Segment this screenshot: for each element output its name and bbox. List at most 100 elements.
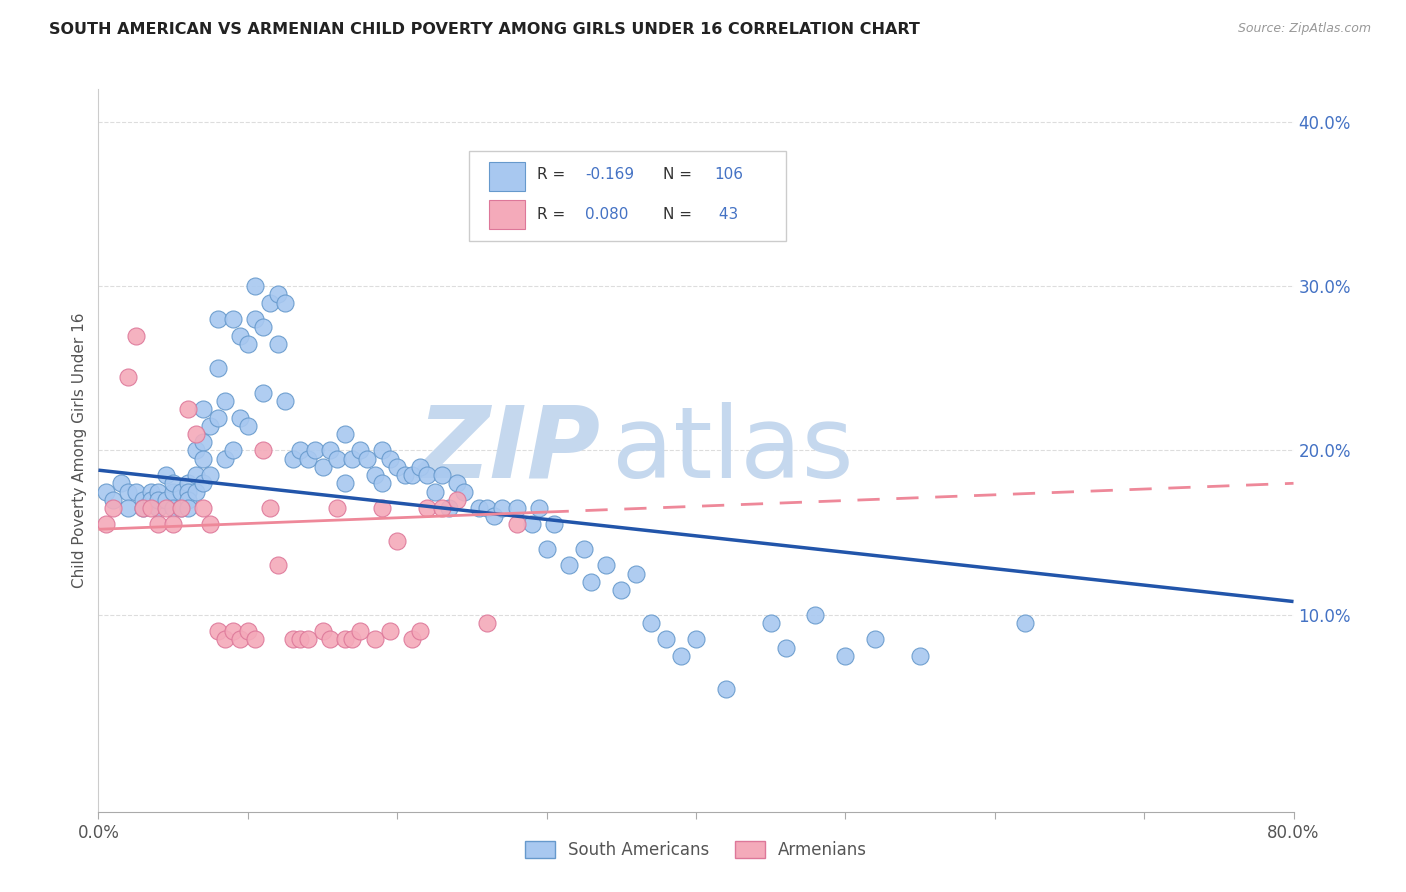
Text: N =: N = xyxy=(662,167,696,182)
Point xyxy=(453,484,475,499)
Point xyxy=(200,468,222,483)
Point xyxy=(222,443,245,458)
Point xyxy=(184,484,207,499)
Text: R =: R = xyxy=(537,207,571,221)
Point xyxy=(177,476,200,491)
Point xyxy=(371,500,394,515)
Point xyxy=(236,624,259,639)
Text: 43: 43 xyxy=(714,207,738,221)
Point xyxy=(177,492,200,507)
Point xyxy=(132,492,155,507)
Point xyxy=(252,386,274,401)
Point xyxy=(191,451,214,466)
Point xyxy=(655,632,678,647)
Point xyxy=(475,500,498,515)
Point xyxy=(148,484,170,499)
FancyBboxPatch shape xyxy=(470,151,786,241)
Point xyxy=(148,500,170,515)
Point xyxy=(1014,615,1036,630)
Point xyxy=(184,468,207,483)
Point xyxy=(595,558,617,573)
Point xyxy=(155,500,177,515)
Point xyxy=(669,648,692,663)
Point xyxy=(759,615,782,630)
Point xyxy=(162,500,184,515)
Point xyxy=(148,492,170,507)
Point xyxy=(229,632,252,647)
Point xyxy=(581,574,603,589)
Point xyxy=(804,607,827,622)
Point xyxy=(222,312,245,326)
Point xyxy=(169,484,191,499)
Point xyxy=(319,443,342,458)
Point xyxy=(200,517,222,532)
Point xyxy=(834,648,856,663)
Point xyxy=(311,459,333,474)
Point xyxy=(281,632,304,647)
Point xyxy=(169,500,191,515)
Point xyxy=(364,468,387,483)
Text: ZIP: ZIP xyxy=(418,402,600,499)
Point xyxy=(267,287,290,301)
Point xyxy=(536,541,558,556)
Point xyxy=(155,468,177,483)
Text: 106: 106 xyxy=(714,167,742,182)
Point xyxy=(356,451,378,466)
Point xyxy=(342,451,364,466)
Point xyxy=(245,632,267,647)
Point xyxy=(543,517,565,532)
Point xyxy=(214,632,236,647)
Point xyxy=(125,328,148,343)
Point xyxy=(333,476,356,491)
Text: R =: R = xyxy=(537,167,571,182)
Point xyxy=(222,624,245,639)
Point xyxy=(94,484,117,499)
Point xyxy=(207,312,229,326)
Point xyxy=(430,468,453,483)
Point xyxy=(326,451,349,466)
Point xyxy=(162,517,184,532)
Point xyxy=(491,500,513,515)
Point xyxy=(506,500,529,515)
Point xyxy=(184,427,207,442)
Point xyxy=(117,369,139,384)
Point xyxy=(288,443,311,458)
Point xyxy=(139,484,162,499)
Point xyxy=(139,500,162,515)
Point xyxy=(446,492,468,507)
Point xyxy=(319,632,342,647)
Point xyxy=(626,566,648,581)
Point xyxy=(714,681,737,696)
Point xyxy=(200,418,222,433)
Point xyxy=(385,533,409,548)
Point xyxy=(326,500,349,515)
Point xyxy=(259,295,281,310)
Point xyxy=(191,435,214,450)
Point xyxy=(94,517,117,532)
Point xyxy=(177,402,200,417)
Point xyxy=(252,443,274,458)
Point xyxy=(865,632,887,647)
Point xyxy=(207,624,229,639)
Legend: South Americans, Armenians: South Americans, Armenians xyxy=(519,834,873,866)
Point xyxy=(439,500,461,515)
Point xyxy=(191,476,214,491)
Point xyxy=(416,468,439,483)
Text: N =: N = xyxy=(662,207,696,221)
Point xyxy=(394,468,416,483)
Text: 0.080: 0.080 xyxy=(585,207,628,221)
Point xyxy=(259,500,281,515)
Point xyxy=(162,484,184,499)
Point xyxy=(117,500,139,515)
Point xyxy=(610,582,633,597)
Point xyxy=(446,476,468,491)
Point xyxy=(423,484,446,499)
Point xyxy=(207,410,229,425)
Point xyxy=(103,500,125,515)
Point xyxy=(484,509,506,524)
Point xyxy=(214,394,236,409)
Point xyxy=(148,517,170,532)
Point xyxy=(506,517,529,532)
Point xyxy=(333,427,356,442)
Point xyxy=(245,279,267,293)
